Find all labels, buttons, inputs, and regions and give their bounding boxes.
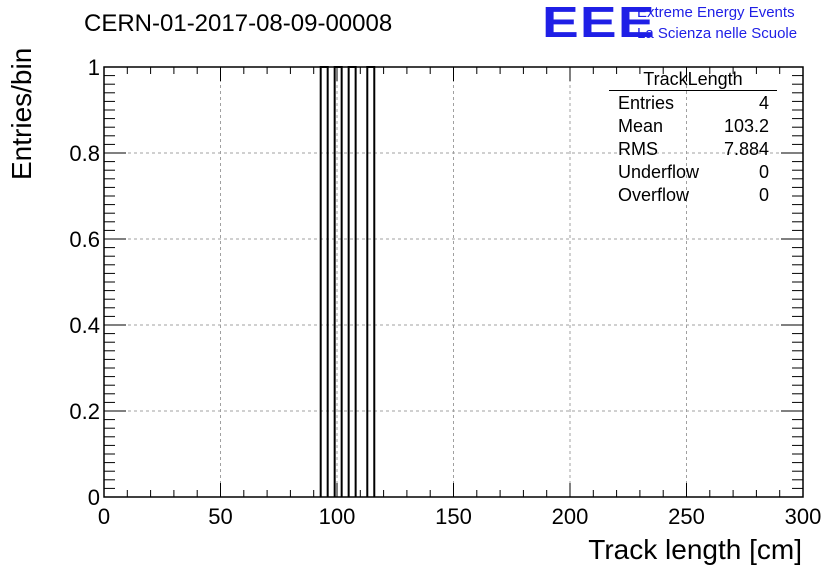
stats-row-rms: RMS 7.884 <box>618 139 769 161</box>
stats-row-underflow: Underflow 0 <box>618 162 769 184</box>
x-tick-label: 0 <box>98 504 110 529</box>
logo-line-2: La Scienza nelle Scuole <box>637 25 798 42</box>
stats-title: TrackLength <box>643 69 743 89</box>
stats-value: 7.884 <box>723 139 769 159</box>
histogram-bin <box>333 66 343 497</box>
x-tick-label: 150 <box>435 504 472 529</box>
stats-value: 0 <box>758 162 769 182</box>
x-tick-label: 100 <box>319 504 356 529</box>
stats-row-overflow: Overflow 0 <box>618 185 769 207</box>
y-tick-label: 0.4 <box>69 313 100 338</box>
stats-key: Underflow <box>618 162 700 182</box>
stats-box: TrackLength Entries 4 Mean 103.2 RMS 7.8… <box>609 66 777 210</box>
stats-value: 103.2 <box>723 116 769 136</box>
stats-row-entries: Entries 4 <box>618 93 769 115</box>
x-tick-label: 200 <box>552 504 589 529</box>
stats-value: 0 <box>758 185 769 205</box>
y-tick-label: 0.8 <box>69 141 100 166</box>
x-tick-label: 250 <box>668 504 705 529</box>
y-tick-label: 0 <box>88 485 100 510</box>
stats-key: RMS <box>618 139 658 159</box>
x-axis-label: Track length [cm] <box>588 534 802 565</box>
stats-divider <box>609 90 777 91</box>
x-tick-label: 50 <box>208 504 232 529</box>
histogram-bin <box>347 66 357 497</box>
stats-key: Overflow <box>618 185 690 205</box>
histogram-bin <box>319 66 329 497</box>
stats-value: 4 <box>758 93 769 113</box>
histogram-bin <box>366 66 376 497</box>
x-tick-label: 300 <box>785 504 822 529</box>
y-tick-label: 1 <box>88 55 100 80</box>
logo-line-1: Extreme Energy Events <box>637 4 795 21</box>
stats-key: Entries <box>618 93 675 113</box>
run-title: CERN-01-2017-08-09-00008 <box>84 10 393 37</box>
y-tick-label: 0.2 <box>69 399 100 424</box>
y-axis-label: Entries/bin <box>6 47 37 180</box>
eee-logo: EEE <box>542 0 656 47</box>
stats-key: Mean <box>618 116 664 136</box>
stats-row-mean: Mean 103.2 <box>618 116 769 138</box>
y-tick-label: 0.6 <box>69 227 100 252</box>
